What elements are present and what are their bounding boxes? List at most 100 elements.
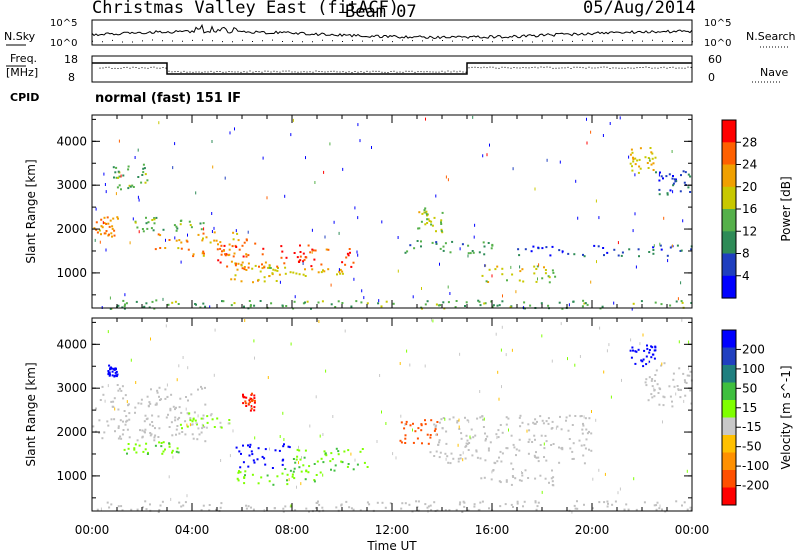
scatter-point bbox=[266, 474, 269, 477]
scatter-point bbox=[117, 176, 120, 179]
scatter-point bbox=[249, 443, 252, 446]
scatter-point bbox=[192, 437, 195, 440]
scatter-point bbox=[337, 453, 340, 456]
scatter-point bbox=[423, 209, 426, 212]
scatter-point bbox=[341, 261, 344, 264]
scatter-point bbox=[278, 273, 281, 276]
y-tick-label: 2000 bbox=[56, 222, 87, 236]
scatter-point bbox=[153, 439, 156, 442]
scatter-point bbox=[440, 418, 443, 421]
scatter-point bbox=[219, 241, 222, 244]
scatter-point bbox=[144, 414, 147, 417]
scatter-point bbox=[316, 460, 319, 463]
scatter-point bbox=[245, 269, 248, 271]
sporadic-point bbox=[176, 378, 178, 382]
scatter-point bbox=[113, 229, 116, 232]
scatter-point bbox=[424, 223, 427, 226]
scatter-point bbox=[441, 427, 444, 430]
sporadic-point bbox=[497, 370, 499, 374]
scatter-point bbox=[456, 420, 459, 422]
sporadic-point bbox=[170, 497, 172, 501]
scatter-point bbox=[431, 241, 434, 244]
scatter-point bbox=[495, 433, 498, 436]
scatter-point bbox=[689, 191, 692, 193]
scatter-point bbox=[660, 248, 663, 251]
scatter-point bbox=[119, 419, 122, 422]
scatter-point bbox=[529, 304, 532, 307]
scatter-point bbox=[638, 158, 641, 161]
scatter-point bbox=[312, 249, 315, 252]
scatter-point bbox=[338, 270, 341, 273]
scatter-point bbox=[363, 461, 366, 464]
scatter-point bbox=[196, 438, 199, 441]
scatter-point bbox=[250, 393, 253, 396]
scatter-point bbox=[304, 301, 306, 304]
scatter-point bbox=[634, 350, 637, 353]
scatter-point bbox=[121, 433, 124, 436]
scatter-point bbox=[442, 301, 445, 304]
scatter-point bbox=[584, 417, 587, 420]
sporadic-point bbox=[439, 262, 440, 266]
scatter-point bbox=[464, 457, 467, 460]
scatter-point bbox=[675, 178, 677, 181]
scatter-point bbox=[416, 437, 419, 440]
sporadic-point bbox=[586, 117, 587, 121]
sporadic-point bbox=[397, 269, 399, 273]
sporadic-point bbox=[671, 150, 673, 153]
sporadic-point bbox=[567, 357, 568, 361]
scatter-feature bbox=[292, 447, 369, 474]
scatter-point bbox=[578, 439, 581, 442]
scatter-point bbox=[311, 248, 314, 251]
scatter-point bbox=[621, 251, 624, 254]
scatter-point bbox=[588, 430, 590, 433]
sporadic-point bbox=[172, 166, 174, 170]
scatter-point bbox=[648, 251, 651, 253]
scatter-point bbox=[521, 421, 524, 424]
sporadic-point bbox=[409, 363, 411, 367]
scatter-point bbox=[206, 415, 209, 418]
scatter-point bbox=[518, 416, 521, 419]
scatter-point bbox=[303, 258, 306, 261]
scatter-point bbox=[158, 427, 161, 430]
sporadic-point bbox=[628, 155, 630, 159]
scatter-point bbox=[339, 272, 342, 275]
scatter-point bbox=[298, 449, 301, 452]
scatter-point bbox=[584, 302, 587, 305]
sporadic-point bbox=[590, 130, 592, 134]
sporadic-point bbox=[344, 329, 346, 333]
x-tick-label: 04:00 bbox=[175, 523, 210, 537]
scatter-point bbox=[139, 429, 141, 432]
scatter-point bbox=[572, 457, 575, 460]
scatter-point bbox=[565, 416, 568, 419]
sporadic-point bbox=[677, 297, 679, 301]
scatter-point bbox=[253, 304, 256, 307]
scatter-point bbox=[554, 275, 557, 278]
scatter-point bbox=[420, 245, 422, 248]
scatter-point bbox=[236, 232, 239, 235]
scatter-point bbox=[643, 349, 646, 352]
scatter-feature bbox=[517, 244, 693, 258]
scatter-point bbox=[505, 416, 508, 419]
scatter-feature bbox=[235, 443, 291, 469]
scatter-point bbox=[107, 370, 110, 372]
sporadic-point bbox=[130, 358, 132, 362]
scatter-point bbox=[320, 263, 323, 266]
noise-left-tick-bottom: 10^0 bbox=[50, 38, 78, 49]
colorbar-swatch bbox=[722, 400, 736, 418]
scatter-point bbox=[157, 511, 160, 513]
scatter-point bbox=[236, 477, 239, 480]
colorbar-swatch bbox=[722, 452, 736, 471]
scatter-point bbox=[680, 174, 682, 177]
scatter-point bbox=[127, 403, 130, 406]
scatter-point bbox=[459, 454, 462, 457]
scatter-point bbox=[360, 301, 363, 304]
scatter-point bbox=[519, 270, 522, 273]
scatter-point bbox=[504, 503, 507, 506]
scatter-point bbox=[449, 462, 452, 465]
sporadic-point bbox=[165, 324, 167, 328]
scatter-point bbox=[284, 272, 287, 275]
scatter-point bbox=[606, 500, 609, 503]
scatter-point bbox=[527, 452, 530, 455]
sporadic-point bbox=[661, 362, 663, 366]
scatter-point bbox=[219, 421, 222, 424]
